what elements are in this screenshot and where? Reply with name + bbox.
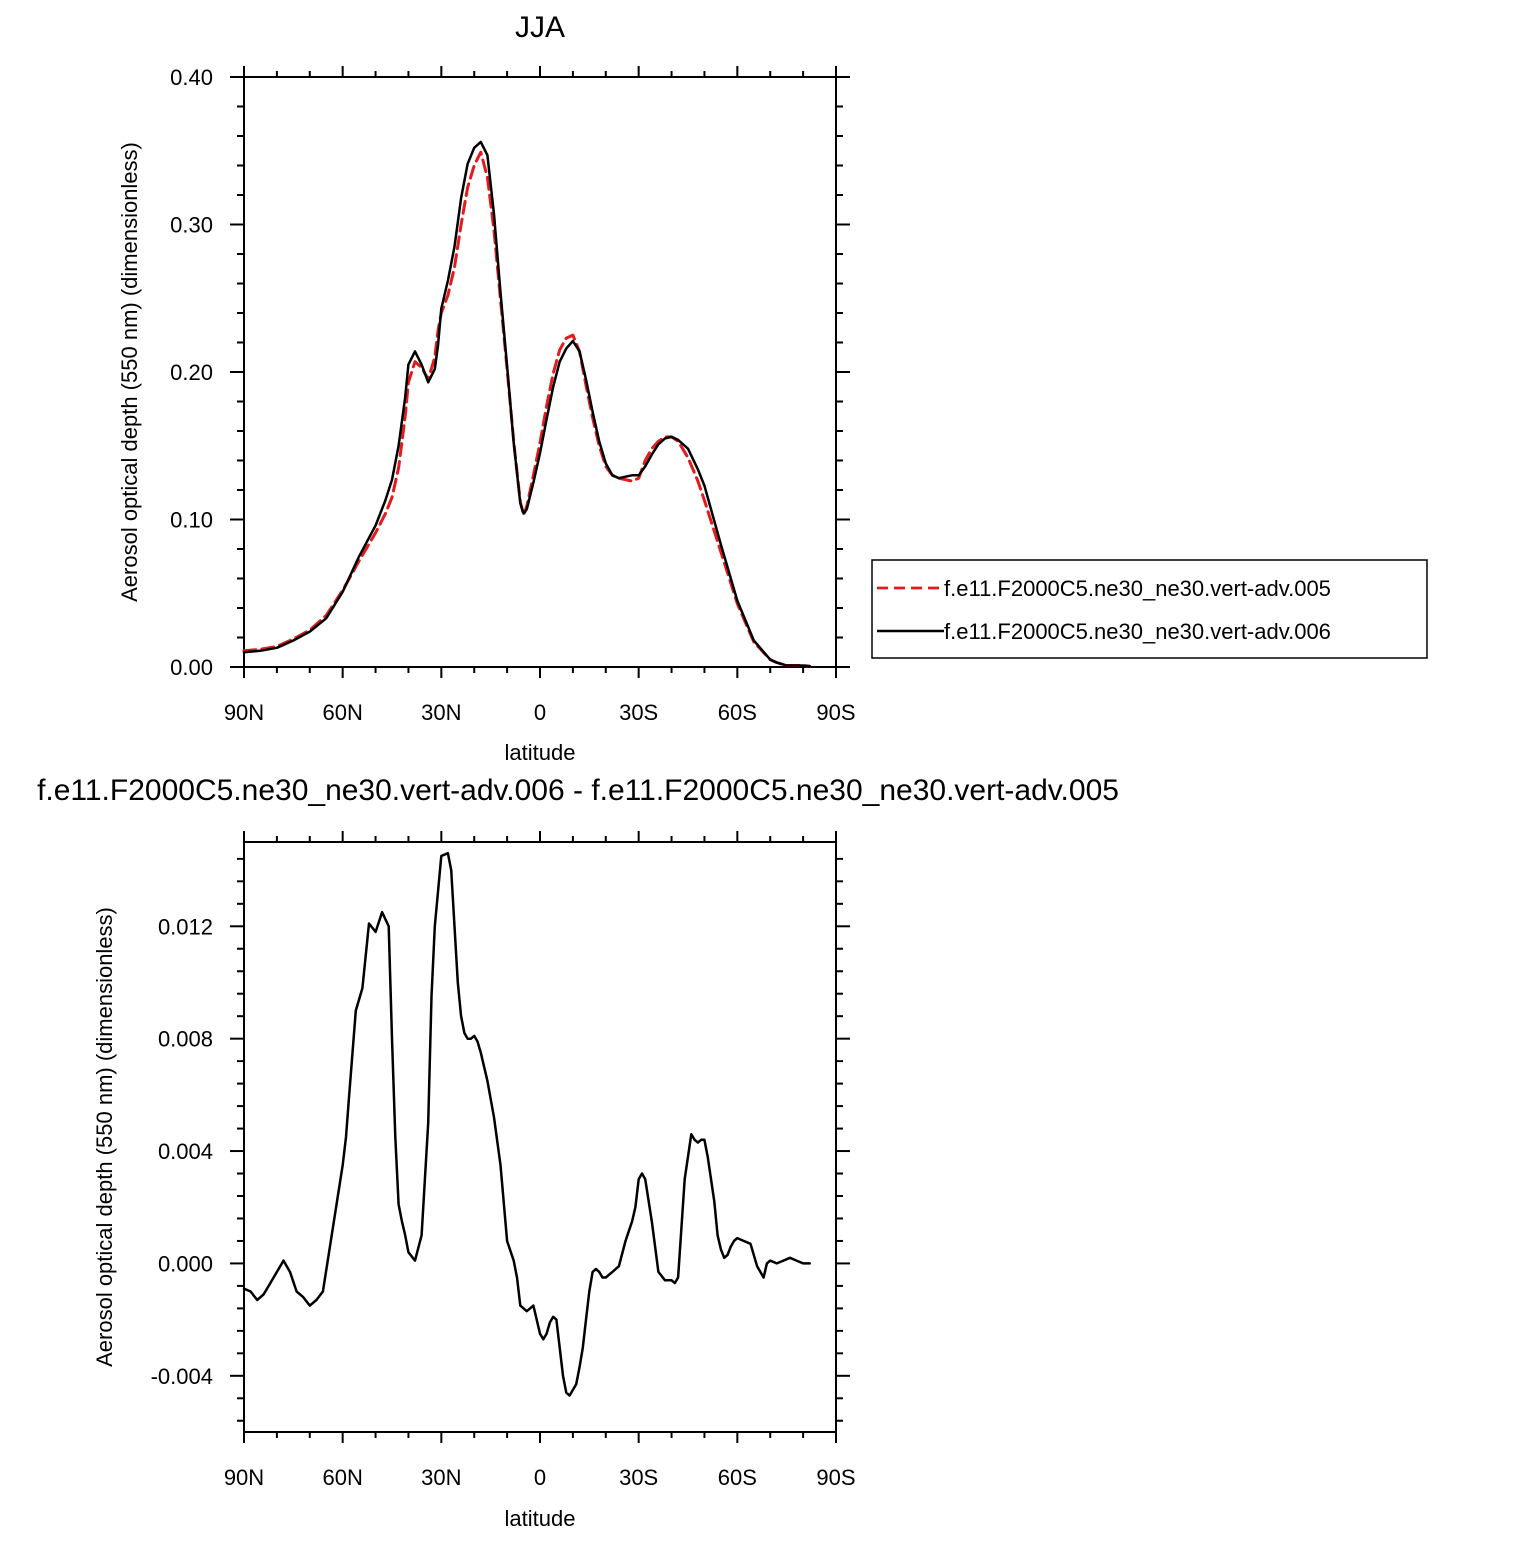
x-tick-label: 60S [718, 700, 757, 725]
x-tick-label: 60N [322, 1465, 362, 1490]
plot-frame [243, 841, 837, 1433]
x-tick-label: 90S [816, 1465, 855, 1490]
legend-label-series-005: f.e11.F2000C5.ne30_ne30.vert-adv.005 [944, 576, 1331, 601]
chart-top-x-axis-label: latitude [505, 740, 576, 765]
x-tick-label: 60N [322, 700, 362, 725]
y-tick-label: -0.004 [151, 1364, 213, 1389]
chart-bottom-plot-area: 90N 60N 30N 0 30S 60S 90S -0.004 0.000 0.004 0.008… [151, 831, 856, 1490]
legend-frame [871, 559, 1428, 659]
y-tick-label: 0.40 [170, 65, 213, 90]
x-tick-label: 90N [224, 700, 264, 725]
x-tick-label: 30N [421, 1465, 461, 1490]
series-line-top-1 [242, 140, 811, 668]
series-line-top-0 [242, 150, 812, 668]
y-tick-label: 0.012 [158, 914, 213, 939]
y-tick-label: 0.30 [170, 213, 213, 238]
chart-top-plot-area: 90N 60N 30N 0 30S 60S 90S 0.00 0.10 0.20 0.30 0.40 [170, 65, 855, 725]
x-tick-label: 90S [816, 700, 855, 725]
x-tick-label: 30S [619, 700, 658, 725]
y-tick-label: 0.20 [170, 360, 213, 385]
chart-top: JJA 90N 60N 30N 0 30S 60S 90S 0.00 0.10 0.20 0.30 0… [117, 11, 1428, 765]
chart-top-title: JJA [515, 11, 565, 44]
chart-bottom: f.e11.F2000C5.ne30_ne30.vert-adv.006 - f… [37, 774, 1119, 1531]
y-tick-label: 0.10 [170, 508, 213, 533]
x-tick-label: 60S [718, 1465, 757, 1490]
y-tick-label: 0.00 [170, 655, 213, 680]
x-tick-label: 0 [534, 1465, 546, 1490]
x-tick-label: 30S [619, 1465, 658, 1490]
chart-top-y-axis-label: Aerosol optical depth (550 nm) (dimensio… [117, 142, 142, 602]
series-line-bottom-0 [242, 851, 811, 1397]
chart-bottom-x-axis-label: latitude [505, 1506, 576, 1531]
y-tick-label: 0.004 [158, 1139, 213, 1164]
plot-frame [243, 76, 837, 668]
x-tick-label: 30N [421, 700, 461, 725]
chart-bottom-title: f.e11.F2000C5.ne30_ne30.vert-adv.006 - f… [37, 774, 1119, 807]
chart-bottom-y-axis-label: Aerosol optical depth (550 nm) (dimensio… [92, 907, 117, 1367]
x-tick-label: 0 [534, 700, 546, 725]
legend: f.e11.F2000C5.ne30_ne30.vert-adv.005 f.e… [871, 559, 1428, 659]
x-tick-label: 90N [224, 1465, 264, 1490]
y-tick-label: 0.008 [158, 1027, 213, 1052]
legend-label-series-006: f.e11.F2000C5.ne30_ne30.vert-adv.006 [944, 619, 1331, 644]
y-tick-label: 0.000 [158, 1251, 213, 1276]
